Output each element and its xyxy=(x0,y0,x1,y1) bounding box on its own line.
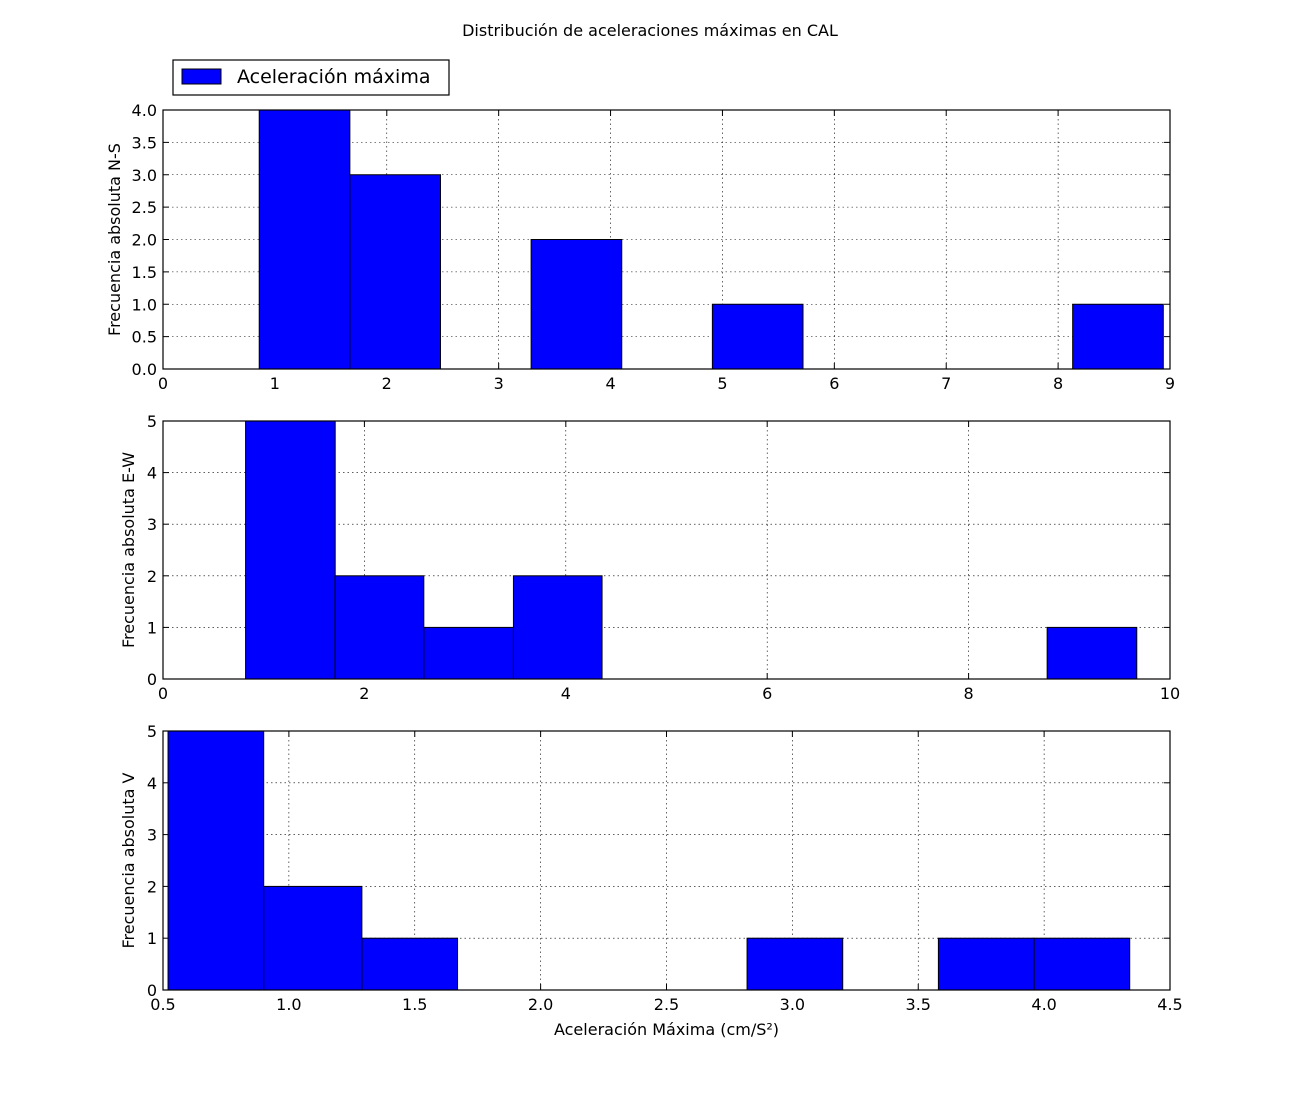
histogram-bar-ew xyxy=(512,575,603,680)
x-axis-label-v: Aceleración Máxima (cm/S²) xyxy=(554,1020,779,1039)
y-axis-label-ns: Frecuencia absoluta N-S xyxy=(105,143,124,336)
x-tick-label-v: 1.5 xyxy=(402,995,427,1014)
y-tick-label-ew: 2 xyxy=(147,567,157,586)
x-tick-label-ns: 5 xyxy=(717,374,727,393)
x-tick-label-ns: 0 xyxy=(158,374,168,393)
y-tick-label-v: 1 xyxy=(147,929,157,948)
y-tick-label-ns: 3.5 xyxy=(132,133,157,152)
y-tick-label-v: 2 xyxy=(147,877,157,896)
histogram-bar-v xyxy=(167,730,265,991)
x-tick-label-v: 2.5 xyxy=(654,995,679,1014)
y-tick-label-v: 3 xyxy=(147,826,157,845)
x-tick-label-ew: 6 xyxy=(762,684,772,703)
y-tick-label-ns: 2.0 xyxy=(132,231,157,250)
y-tick-label-ns: 4.0 xyxy=(132,101,157,120)
panel-v: 0.5 1.0 1.5 2.0 2.5 3.0 3.5 4.0 4.5 0 1 2 3 4 5 Frecuen… xyxy=(119,722,1183,1039)
y-tick-label-ew: 5 xyxy=(147,412,157,431)
x-tick-label-v: 1.0 xyxy=(276,995,301,1014)
panel-ew: 0 2 4 6 8 10 0 1 2 3 4 5 Frecuencia absoluta E-W xyxy=(119,412,1180,703)
y-tick-label-ns: 3.0 xyxy=(132,166,157,185)
x-tick-label-ew: 0 xyxy=(158,684,168,703)
x-tick-label-v: 4.0 xyxy=(1031,995,1056,1014)
histogram-bar-ew xyxy=(423,626,514,680)
y-tick-label-ew: 4 xyxy=(147,464,157,483)
x-tick-label-ns: 3 xyxy=(494,374,504,393)
x-tick-label-v: 0.5 xyxy=(150,995,175,1014)
x-tick-label-v: 3.0 xyxy=(780,995,805,1014)
histogram-bar-ns xyxy=(349,174,441,370)
y-tick-label-ew: 3 xyxy=(147,515,157,534)
legend: Aceleración máxima xyxy=(172,59,450,96)
axes-frame-ew xyxy=(162,420,1171,680)
x-tick-label-ew: 10 xyxy=(1160,684,1180,703)
x-tick-label-v: 4.5 xyxy=(1157,995,1182,1014)
histogram-bar-ew xyxy=(245,420,336,680)
x-tick-label-ew: 8 xyxy=(964,684,974,703)
x-tick-label-ew: 2 xyxy=(359,684,369,703)
histogram-bar-v xyxy=(746,937,844,991)
histogram-bar-v xyxy=(937,937,1035,991)
histogram-bar-ew xyxy=(334,575,425,680)
axes-frame-v xyxy=(162,730,1171,991)
figure-title: Distribución de aceleraciones máximas en… xyxy=(462,21,838,40)
x-tick-label-ns: 4 xyxy=(605,374,615,393)
y-tick-label-ns: 2.5 xyxy=(132,198,157,217)
y-tick-label-ns: 1.0 xyxy=(132,295,157,314)
y-tick-label-ns: 0.5 xyxy=(132,328,157,347)
histogram-bar-ns xyxy=(711,303,804,370)
histogram-bar-v xyxy=(1033,937,1131,991)
x-tick-label-v: 3.5 xyxy=(906,995,931,1014)
y-tick-label-v: 4 xyxy=(147,774,157,793)
legend-swatch xyxy=(181,68,222,85)
y-tick-label-ew: 0 xyxy=(147,670,157,689)
x-tick-label-ns: 9 xyxy=(1165,374,1175,393)
x-tick-label-ns: 6 xyxy=(829,374,839,393)
histogram-bar-v xyxy=(263,885,363,991)
histogram-bar-ew xyxy=(1046,626,1138,680)
x-tick-label-ns: 8 xyxy=(1053,374,1063,393)
y-tick-label-ns: 0.0 xyxy=(132,360,157,379)
x-tick-label-ns: 2 xyxy=(382,374,392,393)
x-tick-label-v: 2.0 xyxy=(528,995,553,1014)
y-tick-label-v: 0 xyxy=(147,981,157,1000)
histogram-bar-ns xyxy=(258,109,351,370)
y-tick-label-ew: 1 xyxy=(147,618,157,637)
histogram-bar-v xyxy=(361,937,459,991)
panel-ns: 0 1 2 3 4 5 6 7 8 9 0.0 0.5 1.0 1.5 2.0 2.5 3.0 3.5 4.0 Fre… xyxy=(105,101,1175,393)
y-tick-label-v: 5 xyxy=(147,722,157,741)
y-axis-label-v: Frecuencia absoluta V xyxy=(119,772,138,948)
histogram-bar-ns xyxy=(530,239,623,370)
axes-frame-ns xyxy=(162,109,1171,370)
y-axis-label-ew: Frecuencia absoluta E-W xyxy=(119,452,138,648)
y-tick-label-ns: 1.5 xyxy=(132,263,157,282)
x-tick-label-ns: 1 xyxy=(270,374,280,393)
x-tick-label-ns: 7 xyxy=(941,374,951,393)
histogram-bar-ns xyxy=(1072,303,1164,370)
legend-label: Aceleración máxima xyxy=(237,66,430,88)
x-tick-label-ew: 4 xyxy=(561,684,571,703)
